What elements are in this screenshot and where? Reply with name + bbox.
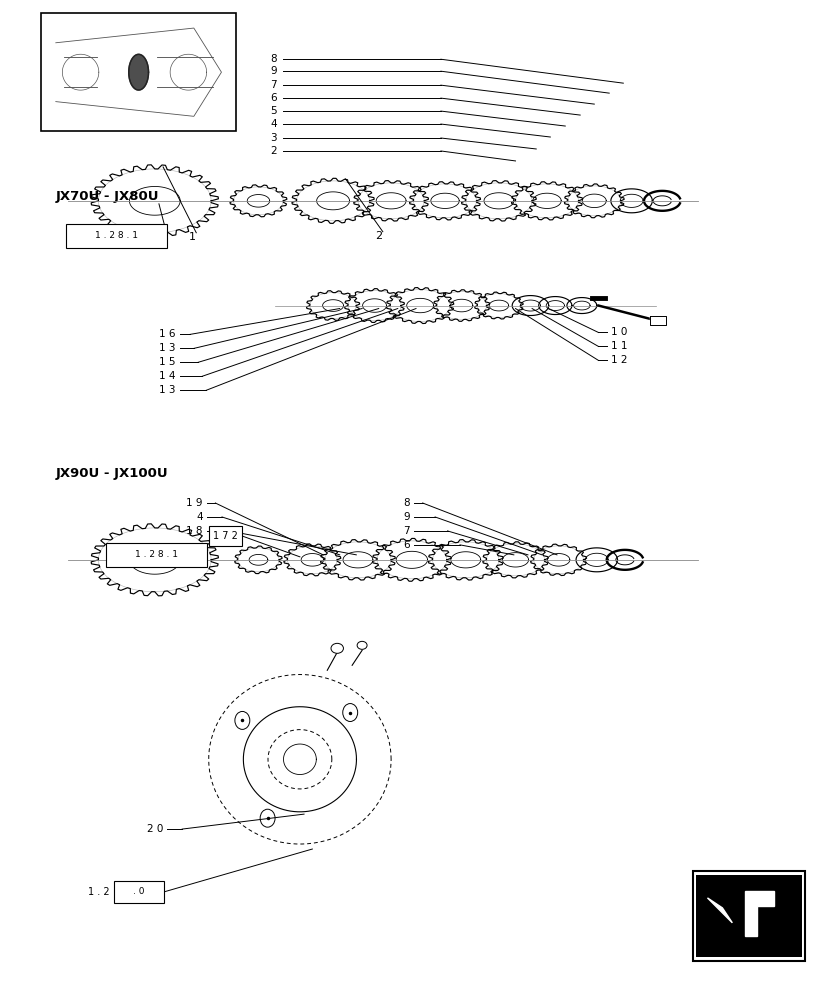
Bar [693, 871, 805, 961]
Text: 9: 9 [404, 512, 410, 522]
Polygon shape [129, 54, 149, 90]
Polygon shape [607, 550, 642, 570]
Text: 1 7 2: 1 7 2 [213, 531, 238, 541]
Polygon shape [230, 185, 287, 217]
Polygon shape [512, 182, 582, 220]
Text: 6: 6 [270, 93, 277, 103]
Polygon shape [644, 191, 680, 211]
Text: 1 9: 1 9 [186, 498, 203, 508]
Text: 9: 9 [270, 66, 277, 76]
Text: 1 8: 1 8 [186, 526, 203, 536]
Polygon shape [564, 184, 624, 218]
Polygon shape [433, 290, 489, 321]
Circle shape [343, 704, 358, 722]
Text: 4: 4 [270, 119, 277, 129]
Text: 1 3: 1 3 [159, 343, 176, 353]
Text: 6: 6 [404, 540, 410, 550]
Polygon shape [292, 178, 374, 223]
Text: 1 . 2 8 . 1: 1 . 2 8 . 1 [135, 550, 178, 559]
Text: 1 6: 1 6 [159, 329, 176, 339]
Polygon shape [409, 182, 481, 220]
Circle shape [235, 711, 250, 729]
Text: 5: 5 [270, 106, 277, 116]
Ellipse shape [357, 641, 367, 649]
Polygon shape [428, 540, 503, 580]
Text: 1 0: 1 0 [611, 327, 627, 337]
Bar [114, 881, 164, 903]
Bar [42, 13, 236, 131]
Polygon shape [387, 288, 453, 324]
Bar [106, 543, 207, 567]
Polygon shape [483, 542, 548, 578]
Polygon shape [284, 544, 341, 576]
Polygon shape [650, 316, 666, 325]
Polygon shape [462, 181, 537, 221]
Circle shape [260, 809, 275, 827]
Polygon shape [373, 538, 451, 581]
Polygon shape [707, 898, 732, 923]
Polygon shape [344, 289, 404, 322]
Text: 7: 7 [404, 526, 410, 536]
Bar [696, 875, 801, 957]
Polygon shape [320, 540, 395, 580]
Text: 1 . 2 8 . 1: 1 . 2 8 . 1 [95, 231, 138, 240]
Ellipse shape [331, 643, 344, 653]
Text: 4: 4 [196, 512, 203, 522]
Text: 2 0: 2 0 [146, 824, 163, 834]
Text: 3: 3 [270, 133, 277, 143]
Text: 2: 2 [375, 231, 382, 241]
Text: 1 3: 1 3 [159, 385, 176, 395]
Polygon shape [92, 524, 219, 596]
Text: 1: 1 [189, 232, 196, 242]
Text: 1 5: 1 5 [159, 357, 176, 367]
Polygon shape [567, 298, 597, 314]
Polygon shape [354, 181, 428, 221]
Polygon shape [513, 296, 548, 316]
Text: 1 4: 1 4 [159, 371, 176, 381]
Polygon shape [531, 544, 587, 576]
Text: JX90U - JX100U: JX90U - JX100U [55, 467, 168, 480]
Polygon shape [539, 297, 572, 315]
Text: 8: 8 [404, 498, 410, 508]
Text: 7: 7 [270, 80, 277, 90]
Polygon shape [611, 189, 652, 213]
Polygon shape [306, 291, 359, 320]
Text: 2: 2 [270, 146, 277, 156]
Text: . 0: . 0 [133, 887, 145, 896]
Polygon shape [209, 675, 391, 844]
Polygon shape [475, 292, 523, 319]
Text: JX70U - JX80U: JX70U - JX80U [55, 190, 159, 203]
Bar [66, 224, 167, 248]
Text: 8: 8 [270, 54, 277, 64]
Polygon shape [235, 546, 282, 574]
Polygon shape [92, 165, 219, 237]
Text: 1 1: 1 1 [611, 341, 627, 351]
Polygon shape [576, 548, 617, 572]
Text: 1 2: 1 2 [611, 355, 627, 365]
Text: 1 . 2: 1 . 2 [88, 887, 110, 897]
Bar [209, 526, 242, 546]
Polygon shape [745, 891, 774, 936]
